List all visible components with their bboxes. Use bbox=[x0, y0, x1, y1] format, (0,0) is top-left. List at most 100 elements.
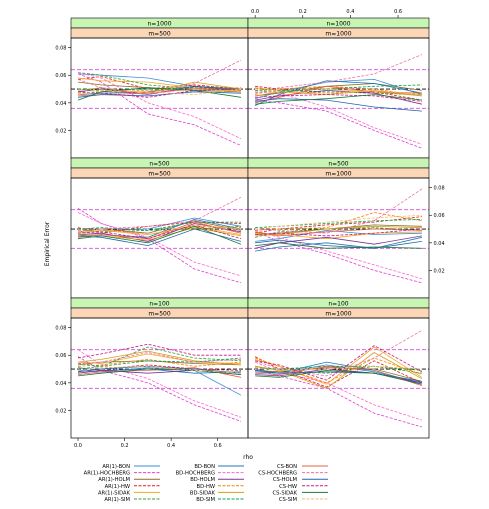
y-tick-label: 0.04 bbox=[55, 101, 66, 107]
series-line-bd-hochberg bbox=[77, 72, 242, 140]
series-line-bd-sim bbox=[77, 221, 241, 231]
panel-border bbox=[70, 37, 249, 159]
series-line-cs-bon bbox=[255, 365, 423, 386]
series-line-cs-sidak bbox=[77, 225, 242, 245]
series-line-bd-hw bbox=[254, 357, 423, 384]
x-tick-label: 0.4 bbox=[167, 443, 175, 449]
strip-n-label: n=100 bbox=[149, 301, 169, 308]
series-line-ar-1-sim bbox=[255, 88, 422, 95]
series-line-cs-hw bbox=[255, 94, 422, 102]
series-line-cs-hw bbox=[77, 343, 241, 359]
panel-border bbox=[247, 177, 430, 299]
legend-label: CS-HOCHBERG bbox=[258, 471, 297, 477]
series-line-ar-1-sim bbox=[77, 346, 242, 370]
series-line-cs-holm bbox=[77, 91, 242, 98]
x-axis-label: rho bbox=[243, 454, 253, 461]
series-line-bd-sim bbox=[255, 219, 422, 229]
series-line-cs-hochberg bbox=[254, 330, 423, 377]
legend-label: BD-HOCHBERG bbox=[176, 471, 215, 477]
strip-n-label: n=1000 bbox=[147, 21, 171, 28]
legend-label: AR(1)-SIM bbox=[104, 497, 130, 503]
series-line-cs-hw bbox=[255, 345, 423, 381]
series-line-cs-sim bbox=[255, 88, 422, 95]
legend-label: AR(1)-SIDAK bbox=[98, 490, 131, 496]
series-line-bd-hochberg bbox=[254, 230, 423, 280]
strip-m-label: m=500 bbox=[148, 31, 171, 38]
strip-n-label: n=100 bbox=[328, 301, 348, 308]
strip-n-label: n=1000 bbox=[326, 21, 350, 28]
strip-m-label: m=500 bbox=[148, 171, 171, 178]
y-tick-label: 0.06 bbox=[55, 353, 66, 359]
y-tick-label: 0.06 bbox=[434, 213, 445, 219]
series-line-cs-holm bbox=[255, 98, 422, 112]
legend-label: AR(1)-HOLM bbox=[98, 477, 130, 483]
strip-m-label: m=1000 bbox=[325, 171, 351, 178]
series-line-cs-sim bbox=[77, 365, 242, 374]
series-line-cs-bon bbox=[255, 228, 422, 237]
legend-label: BD-SIDAK bbox=[190, 490, 216, 496]
series-line-bd-sim bbox=[255, 84, 422, 93]
y-tick-label: 0.08 bbox=[55, 46, 66, 52]
series-line-ar-1-bon bbox=[255, 229, 422, 242]
legend-label: BD-BON bbox=[194, 464, 215, 470]
panel-3: n=500 m=500 bbox=[70, 157, 249, 299]
series-line-bd-sidak bbox=[77, 227, 242, 241]
legend-label: AR(1)-BON bbox=[102, 464, 130, 470]
series-line-bd-hochberg bbox=[255, 91, 423, 145]
panel-1: n=1000 m=500 bbox=[70, 17, 249, 159]
legend-label: CS-BON bbox=[277, 464, 297, 470]
series-line-bd-hochberg bbox=[254, 361, 423, 421]
series-line-cs-bon bbox=[77, 88, 242, 97]
series-line-cs-hochberg bbox=[77, 59, 242, 96]
strip-m-label: m=500 bbox=[148, 311, 171, 318]
series-line-cs-sidak bbox=[77, 368, 242, 377]
panels-layer: n=1000 m=500 n=1000 m=1000 n=500 m=500 n=500 m=… bbox=[70, 17, 430, 439]
strip-n-label: n=500 bbox=[328, 161, 348, 168]
series-line-ar-1-hw bbox=[255, 85, 422, 101]
x-tick-label: 0.0 bbox=[74, 443, 82, 449]
series-line-cs-hw bbox=[77, 88, 242, 98]
y-tick-label: 0.04 bbox=[434, 241, 445, 247]
panel-border bbox=[247, 317, 430, 439]
series-line-bd-sidak bbox=[77, 350, 242, 366]
y-tick-label: 0.08 bbox=[434, 186, 445, 192]
series-line-bd-sidak bbox=[255, 352, 423, 389]
panel-2: n=1000 m=1000 bbox=[247, 17, 430, 159]
legend-label: AR(1)-HOCHBERG bbox=[84, 471, 130, 477]
y-tick-label: 0.02 bbox=[55, 128, 66, 134]
panel-6: n=100 m=1000 bbox=[247, 297, 430, 439]
series-line-bd-bon bbox=[255, 236, 422, 252]
y-tick-label: 0.02 bbox=[55, 408, 66, 414]
y-tick-label: 0.06 bbox=[55, 73, 66, 79]
series-line-bd-sim bbox=[77, 357, 242, 367]
panel-4: n=500 m=1000 bbox=[247, 157, 430, 299]
series-line-cs-sim bbox=[255, 365, 422, 371]
x-tick-label: 0.2 bbox=[299, 9, 307, 15]
panel-border bbox=[70, 177, 249, 299]
series-line-cs-hochberg bbox=[77, 196, 242, 231]
series-line-bd-hw bbox=[77, 87, 242, 94]
series-line-ar-1-sim bbox=[77, 72, 241, 90]
series-line-cs-sim bbox=[255, 214, 422, 230]
series-line-bd-sim bbox=[77, 87, 242, 91]
series-line-ar-1-sidak bbox=[255, 87, 422, 97]
series-line-ar-1-holm bbox=[255, 367, 423, 382]
y-tick-label: 0.08 bbox=[55, 326, 66, 332]
series-line-ar-1-sidak bbox=[255, 231, 422, 240]
strip-m-label: m=1000 bbox=[325, 31, 351, 38]
panel-border bbox=[70, 317, 249, 439]
series-line-ar-1-hw bbox=[254, 356, 423, 388]
axes-layer: 0.02 0.04 0.06 0.08 0.02 0.04 0.06 0.08 0.02 0.04… bbox=[55, 9, 444, 449]
series-line-cs-hw bbox=[77, 224, 242, 240]
legend: AR(1)-BONAR(1)-HOCHBERGAR(1)-HOLMAR(1)-H… bbox=[84, 464, 328, 503]
series-line-ar-1-sidak bbox=[254, 346, 423, 385]
series-line-cs-hw bbox=[255, 228, 422, 237]
series-line-cs-hochberg bbox=[255, 188, 423, 234]
series-line-bd-hw bbox=[255, 212, 422, 231]
x-tick-label: 0.6 bbox=[394, 9, 402, 15]
legend-label: BD-HOLM bbox=[190, 477, 215, 483]
series-line-bd-holm bbox=[255, 235, 422, 249]
series-line-ar-1-hochberg bbox=[77, 356, 242, 422]
x-tick-label: 0.0 bbox=[251, 9, 259, 15]
